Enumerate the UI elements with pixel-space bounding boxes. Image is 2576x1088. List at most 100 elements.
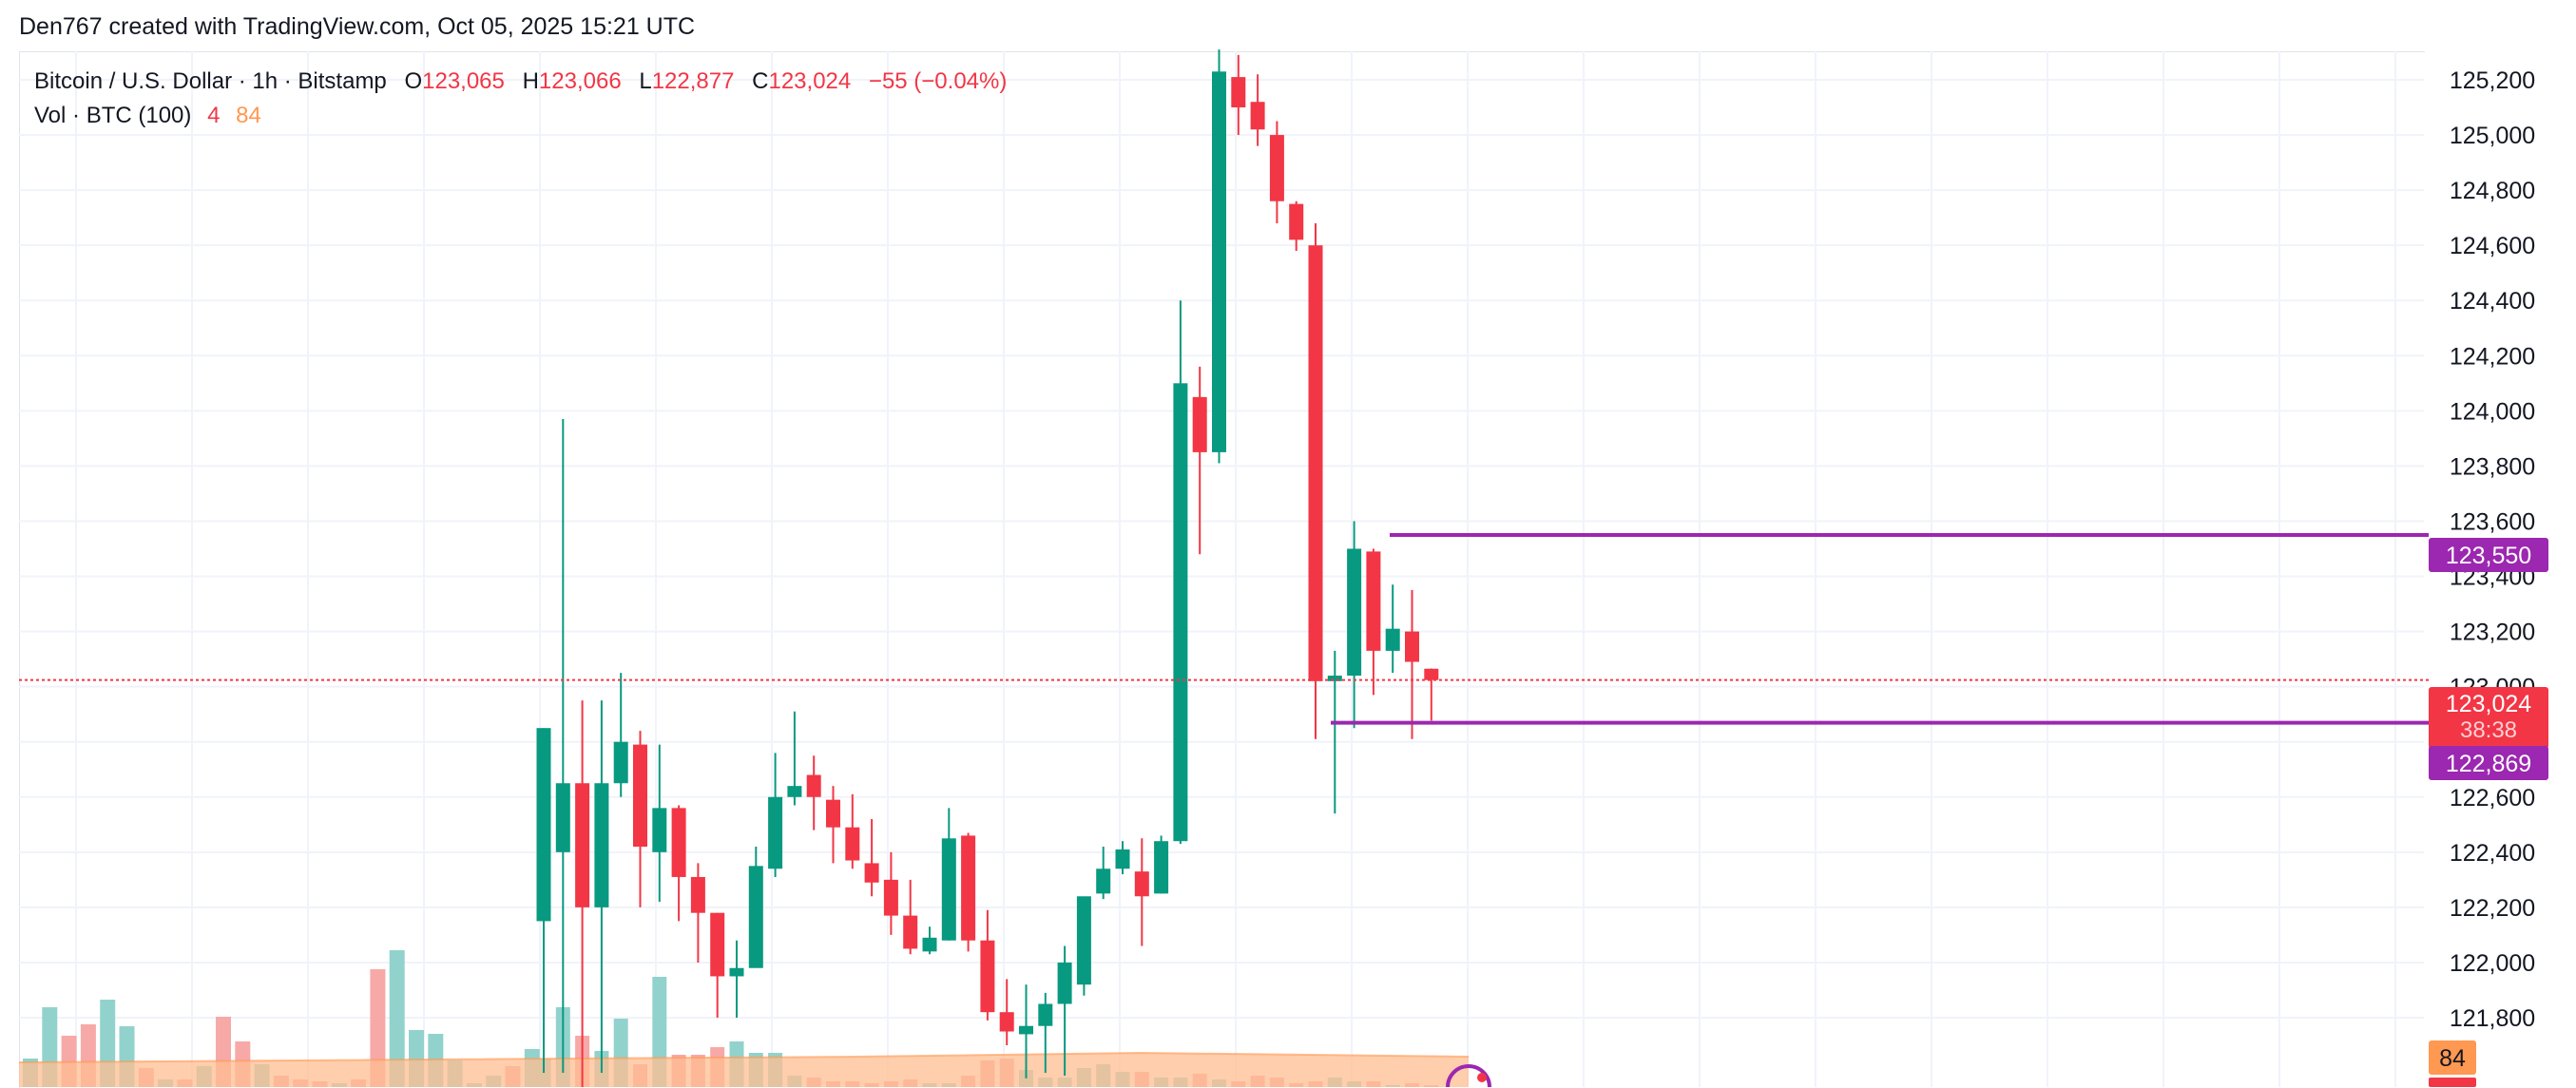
price-tick-label: 125,000 bbox=[2450, 123, 2535, 149]
tradingview-logo-icon[interactable] bbox=[1446, 1064, 1491, 1087]
candle-body bbox=[555, 783, 570, 852]
price-badges: 123,550 123,024 38:38 122,869 84 bbox=[2429, 538, 2548, 1087]
countdown-label: 38:38 bbox=[2460, 717, 2517, 743]
current-price-badge bbox=[2429, 687, 2548, 749]
close-value: 123,024 bbox=[768, 68, 852, 94]
candle-body bbox=[652, 808, 667, 852]
price-tick-label: 123,200 bbox=[2450, 620, 2535, 646]
candle-body bbox=[1424, 668, 1439, 680]
candle-body bbox=[1192, 396, 1207, 452]
price-tick-label: 123,600 bbox=[2450, 508, 2535, 535]
candle-body bbox=[671, 808, 686, 877]
candle-body bbox=[999, 1012, 1014, 1032]
candle-body bbox=[1231, 77, 1246, 108]
candle-body bbox=[845, 827, 860, 861]
candle-body bbox=[806, 774, 821, 797]
price-tick-label: 124,000 bbox=[2450, 398, 2535, 425]
candle-body bbox=[864, 863, 879, 883]
candle-body bbox=[903, 915, 918, 949]
candle-body bbox=[922, 937, 937, 952]
price-tick-label: 124,800 bbox=[2450, 178, 2535, 204]
candle-body bbox=[1308, 245, 1323, 681]
price-tick-label: 122,600 bbox=[2450, 785, 2535, 811]
volume-bar bbox=[389, 950, 405, 1087]
volume-indicator-name: Vol · BTC (100) bbox=[34, 103, 192, 128]
candle-body bbox=[633, 744, 647, 848]
high-value: 123,066 bbox=[538, 68, 622, 94]
high-label: H bbox=[522, 68, 539, 94]
price-tick-label: 123,800 bbox=[2450, 453, 2535, 480]
candle-body bbox=[1289, 203, 1304, 240]
volume-ma-badge bbox=[2429, 1040, 2476, 1075]
candle-body bbox=[1019, 1025, 1033, 1035]
candle-body bbox=[768, 796, 783, 869]
resistance-badge-label: 123,550 bbox=[2446, 543, 2531, 569]
candle-body bbox=[1173, 383, 1188, 842]
candle-body bbox=[980, 940, 995, 1013]
low-value: 122,877 bbox=[651, 68, 735, 94]
candle-body bbox=[1096, 868, 1111, 894]
candle-body bbox=[1327, 676, 1342, 681]
candle-body bbox=[787, 786, 802, 797]
close-label: C bbox=[752, 68, 769, 94]
support-badge bbox=[2429, 746, 2548, 780]
candle-body bbox=[1366, 551, 1381, 651]
price-tick-label: 121,800 bbox=[2450, 1005, 2535, 1032]
level-lines bbox=[19, 532, 2429, 725]
candle-body bbox=[690, 876, 705, 913]
candle-body bbox=[1038, 1003, 1053, 1026]
candle-body bbox=[1057, 962, 1072, 1004]
candle-body bbox=[1250, 102, 1265, 130]
symbol-name: Bitcoin / U.S. Dollar · 1h · Bitstamp bbox=[34, 68, 387, 94]
candle-body bbox=[961, 835, 976, 941]
candle-body bbox=[536, 728, 551, 922]
volume-bar bbox=[370, 969, 386, 1087]
candle-body bbox=[594, 783, 609, 907]
candle-body bbox=[1347, 548, 1362, 677]
candle-body bbox=[826, 799, 840, 828]
candle-body bbox=[575, 783, 590, 907]
price-tick-label: 125,200 bbox=[2450, 67, 2535, 94]
candle-body bbox=[883, 879, 898, 916]
candle-body bbox=[1076, 896, 1091, 985]
candle-body bbox=[1154, 841, 1169, 894]
volume-value: 4 bbox=[207, 103, 221, 128]
volume-legend-row[interactable]: Vol · BTC (100) 4 84 bbox=[34, 99, 1007, 133]
volume-ma-area bbox=[18, 1051, 1470, 1087]
support-badge-label: 122,869 bbox=[2446, 751, 2531, 777]
candle-body bbox=[1212, 71, 1226, 452]
volume-ma-value: 84 bbox=[236, 103, 261, 128]
volume-ma-line bbox=[18, 1051, 1470, 1063]
price-tick-label: 122,200 bbox=[2450, 895, 2535, 922]
volume-ma-fill bbox=[19, 1053, 1469, 1087]
candle-body bbox=[710, 912, 725, 977]
chart-attribution: Den767 created with TradingView.com, Oct… bbox=[19, 13, 696, 40]
candle-body bbox=[748, 866, 763, 968]
price-tick-label: 122,400 bbox=[2450, 840, 2535, 867]
candle-body bbox=[1134, 871, 1149, 897]
price-tick-label: 124,400 bbox=[2450, 288, 2535, 315]
candle-body bbox=[1115, 849, 1130, 869]
chart-pane[interactable] bbox=[19, 51, 2425, 1088]
chart-legend: Bitcoin / U.S. Dollar · 1h · Bitstamp O1… bbox=[34, 65, 1007, 133]
price-tick-label: 124,600 bbox=[2450, 233, 2535, 259]
open-label: O bbox=[404, 68, 423, 94]
candle-body bbox=[1269, 135, 1284, 201]
candle-body bbox=[1405, 631, 1419, 662]
low-label: L bbox=[639, 68, 652, 94]
candle-body bbox=[729, 967, 744, 977]
open-value: 123,065 bbox=[422, 68, 505, 94]
candle-body bbox=[1385, 628, 1400, 651]
candles bbox=[536, 49, 1439, 1087]
volume-badge bbox=[2429, 1078, 2476, 1087]
current-price-label: 123,024 bbox=[2446, 691, 2531, 717]
symbol-legend-row[interactable]: Bitcoin / U.S. Dollar · 1h · Bitstamp O1… bbox=[34, 65, 1007, 99]
volume-ma-badge-label: 84 bbox=[2439, 1045, 2466, 1072]
resistance-badge bbox=[2429, 538, 2548, 572]
change-value: −55 (−0.04%) bbox=[868, 68, 1008, 94]
candle-body bbox=[941, 838, 956, 941]
price-tick-label: 124,200 bbox=[2450, 343, 2535, 370]
candle-body bbox=[613, 741, 628, 784]
price-tick-label: 122,000 bbox=[2450, 950, 2535, 977]
